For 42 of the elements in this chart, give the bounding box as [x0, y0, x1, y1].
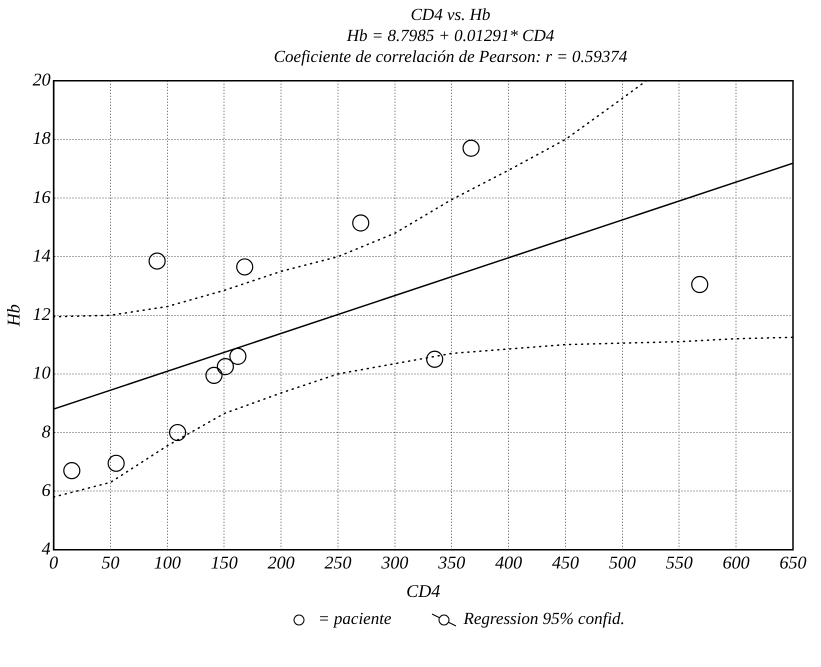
point: [205, 366, 223, 384]
y-tick-label: 8: [42, 421, 51, 442]
x-tick-label: 300: [380, 552, 408, 572]
x-tick-label: 0: [49, 552, 58, 572]
x-tick-label: 450: [552, 552, 579, 572]
legend-label: = paciente: [318, 609, 392, 629]
x-tick-label: 600: [722, 552, 750, 572]
point: [168, 424, 186, 442]
y-tick-label: 14: [32, 245, 51, 266]
x-tick-label: 650: [780, 552, 806, 572]
point: [236, 258, 254, 276]
x-tick-label: 500: [608, 552, 636, 572]
y-tick-label: 18: [32, 128, 51, 148]
y-tick-label: 4: [42, 538, 51, 559]
y-tick-label: 12: [32, 304, 51, 324]
point: [63, 462, 80, 480]
point: [462, 140, 480, 157]
x-tick-label: 100: [154, 552, 181, 572]
legend-label: Regression 95% confid.: [463, 609, 625, 629]
x-tick-label: 150: [210, 552, 238, 572]
y-tick-label: 16: [32, 186, 51, 207]
point: [352, 214, 370, 232]
point: [108, 454, 125, 472]
x-tick-label: 50: [101, 552, 120, 572]
y-tick-label: 6: [42, 480, 51, 500]
x-tick-label: 250: [324, 552, 352, 572]
y-tick-label: 20: [32, 70, 51, 90]
x-tick-label: 200: [268, 552, 295, 572]
y-tick-label: 10: [32, 362, 51, 383]
x-tick-label: 550: [666, 552, 693, 572]
chart-subtitle: Hb = 8.7985 + 0.01291* CD4: [346, 25, 556, 46]
x-axis-title: CD4: [406, 580, 440, 601]
y-axis-title: Hb: [4, 304, 24, 328]
x-tick-label: 400: [495, 552, 522, 572]
point: [426, 350, 444, 368]
point: [216, 358, 234, 376]
chart-title: CD4 vs. Hb: [410, 4, 492, 25]
x-tick-label: 350: [437, 552, 466, 572]
point: [229, 348, 246, 365]
text: Coeficiente de correlación de Pearson: r = 0.59374: [272, 46, 628, 67]
point: [691, 276, 708, 294]
point: [148, 252, 166, 270]
